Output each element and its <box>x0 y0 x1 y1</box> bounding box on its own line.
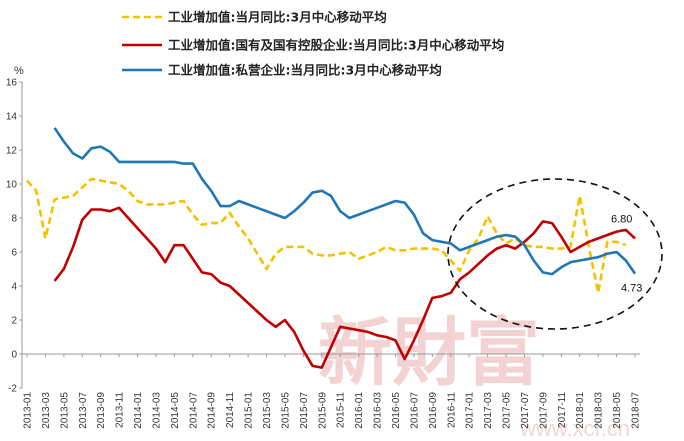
watermark-text: 新財富 <box>318 310 540 396</box>
watermark: 新財富 www.xcf.cn <box>318 310 630 441</box>
legend-label-1: 工业增加值:当月同比:3月中心移动平均 <box>168 10 387 25</box>
y-tick-label: 6 <box>11 248 17 259</box>
x-tick-label: 2015-11 <box>336 392 347 428</box>
series-line-2 <box>53 206 636 369</box>
watermark-url: www.xcf.cn <box>519 416 630 441</box>
x-tick-label: 2016-01 <box>354 392 365 429</box>
y-tick-label: 10 <box>6 180 18 191</box>
x-tick-label: 2017-01 <box>465 392 476 429</box>
x-tick-label: 2016-05 <box>391 392 402 429</box>
x-tick-label: 2013-07 <box>78 392 89 429</box>
y-tick-label: 0 <box>11 350 17 361</box>
x-tick-label: 2018-05 <box>612 392 623 429</box>
y-tick-label: 16 <box>6 78 18 89</box>
highlight-ellipse <box>447 178 663 330</box>
x-tick-label: 2018-01 <box>575 392 586 429</box>
x-tick-label: 2016-03 <box>373 392 384 429</box>
x-tick-label: 2015-09 <box>317 392 328 429</box>
x-tick-label: 2014-05 <box>170 392 181 429</box>
x-tick-label: 2016-11 <box>446 392 457 428</box>
y-tick-label: 12 <box>6 146 18 157</box>
x-tick-label: 2013-01 <box>23 392 34 429</box>
x-tick-label: 2015-07 <box>299 392 310 429</box>
x-tick-label: 2014-07 <box>188 392 199 429</box>
x-tick-label: 2016-09 <box>428 392 439 429</box>
series-line-3 <box>53 127 637 276</box>
annotations: 6.80 4.73 <box>611 213 642 294</box>
y-tick-label: 2 <box>11 316 17 327</box>
series-line-1 <box>26 177 627 295</box>
axes: -2 0 2 4 6 8 10 12 14 16% 2013-01 2013-03 2013-05 201… <box>6 65 642 429</box>
x-tick-label: 2015-01 <box>244 392 255 429</box>
legend-label-3: 工业增加值:私营企业:当月同比:3月中心移动平均 <box>168 63 442 78</box>
x-tick-label: 2016-07 <box>409 392 420 429</box>
legend-label-2: 工业增加值:国有及国有控股企业:当月同比:3月中心移动平均 <box>168 38 504 53</box>
y-tick-label: 8 <box>11 214 17 225</box>
series-layer <box>26 127 637 369</box>
x-tick-label: 2013-03 <box>41 392 52 429</box>
x-tick-label: 2014-01 <box>133 392 144 429</box>
x-tick-label: 2013-11 <box>115 392 126 428</box>
x-tick-label: 2014-09 <box>207 392 218 429</box>
x-tick-label: 2017-11 <box>557 392 568 428</box>
x-tick-label: 2014-11 <box>225 392 236 428</box>
x-tick-label: 2013-05 <box>59 392 70 429</box>
x-tick-label: 2017-05 <box>502 392 513 429</box>
x-tick-label: 2014-03 <box>151 392 162 429</box>
y-tick-label: 14 <box>6 112 18 123</box>
legend: 工业增加值:当月同比:3月中心移动平均工业增加值:国有及国有控股企业:当月同比:… <box>122 10 504 78</box>
x-tick-label: 2013-09 <box>96 392 107 429</box>
x-tick-label: 2018-03 <box>594 392 605 429</box>
y-tick-label: 4 <box>11 282 17 293</box>
y-axis-label: % <box>14 65 24 77</box>
x-tick-label: 2017-07 <box>520 392 531 429</box>
x-tick-label: 2017-03 <box>483 392 494 429</box>
data-label-series-2: 6.80 <box>611 213 632 225</box>
x-tick-label: 2015-05 <box>280 392 291 429</box>
y-tick-label: -2 <box>8 384 17 395</box>
x-tick-label: 2018-07 <box>631 392 642 429</box>
x-tick-label: 2015-03 <box>262 392 273 429</box>
x-tick-label: 2017-09 <box>538 392 549 429</box>
data-label-series-3: 4.73 <box>621 283 642 295</box>
